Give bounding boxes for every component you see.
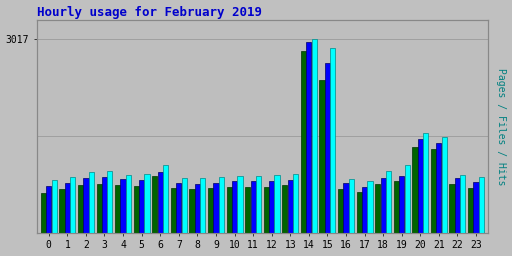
Bar <box>52 180 57 233</box>
Bar <box>269 182 274 233</box>
Bar <box>474 183 479 233</box>
Bar <box>380 178 386 233</box>
Bar <box>139 179 144 233</box>
Bar <box>163 165 168 233</box>
Bar <box>226 187 232 233</box>
Bar <box>386 170 391 233</box>
Bar <box>83 178 89 233</box>
Bar <box>468 188 473 233</box>
Bar <box>102 177 107 233</box>
Bar <box>59 189 65 233</box>
Bar <box>200 178 205 233</box>
Bar <box>288 180 293 233</box>
Bar <box>356 192 362 233</box>
Bar <box>219 177 224 233</box>
Bar <box>158 172 163 233</box>
Bar <box>375 184 380 233</box>
Bar <box>182 178 187 233</box>
Bar <box>282 185 287 233</box>
Bar <box>238 176 243 233</box>
Text: Hourly usage for February 2019: Hourly usage for February 2019 <box>37 6 262 18</box>
Bar <box>344 183 349 233</box>
Bar <box>46 186 51 233</box>
Bar <box>96 184 102 233</box>
Bar <box>423 133 429 233</box>
Bar <box>134 186 139 233</box>
Bar <box>70 177 75 233</box>
Bar <box>293 174 298 233</box>
Bar <box>330 48 335 233</box>
Bar <box>301 51 306 233</box>
Bar <box>152 176 158 233</box>
Bar <box>399 176 404 233</box>
Bar <box>442 137 447 233</box>
Bar <box>232 181 237 233</box>
Bar <box>120 179 125 233</box>
Bar <box>89 173 94 233</box>
Bar <box>171 188 176 233</box>
Bar <box>144 174 150 233</box>
Bar <box>319 80 325 233</box>
Bar <box>362 187 367 233</box>
Bar <box>404 165 410 233</box>
Bar <box>479 177 484 233</box>
Bar <box>189 188 195 233</box>
Bar <box>78 185 83 233</box>
Bar <box>450 184 455 233</box>
Bar <box>176 183 181 233</box>
Bar <box>256 176 261 233</box>
Bar <box>115 185 120 233</box>
Bar <box>312 39 317 233</box>
Bar <box>436 143 441 233</box>
Bar <box>264 187 269 233</box>
Bar <box>325 63 330 233</box>
Bar <box>338 188 343 233</box>
Bar <box>208 188 213 233</box>
Bar <box>418 139 423 233</box>
Bar <box>455 178 460 233</box>
Bar <box>245 187 250 233</box>
Bar <box>214 183 219 233</box>
Bar <box>41 193 46 233</box>
Bar <box>274 175 280 233</box>
Bar <box>460 175 465 233</box>
Bar <box>431 149 436 233</box>
Bar <box>394 181 399 233</box>
Bar <box>412 147 417 233</box>
Y-axis label: Pages / Files / Hits: Pages / Files / Hits <box>497 68 506 185</box>
Bar <box>306 42 311 233</box>
Bar <box>349 179 354 233</box>
Bar <box>368 182 373 233</box>
Bar <box>195 184 200 233</box>
Bar <box>250 182 255 233</box>
Bar <box>108 171 113 233</box>
Bar <box>65 183 70 233</box>
Bar <box>126 175 131 233</box>
